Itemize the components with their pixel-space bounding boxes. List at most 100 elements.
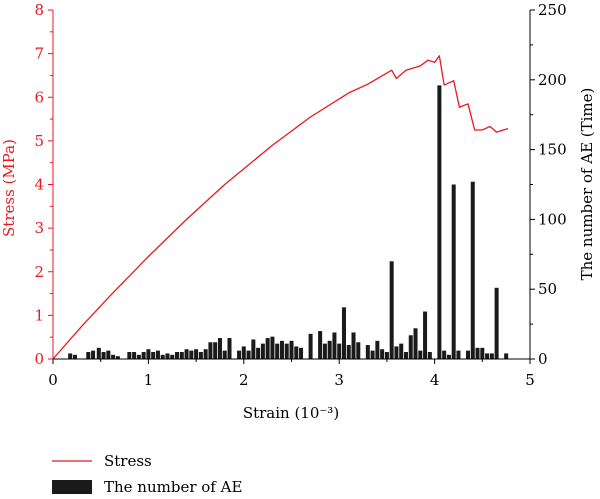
right-y-tick-label: 100 (538, 210, 567, 228)
ae-bar (222, 350, 227, 359)
ae-bar (155, 350, 160, 359)
ae-bar (111, 354, 116, 359)
ae-bar (399, 343, 404, 359)
ae-bar (175, 352, 180, 359)
ae-bar (270, 336, 275, 359)
ae-bar (256, 347, 261, 359)
ae-bar (208, 342, 213, 359)
ae-bar (160, 354, 165, 359)
ae-bar (456, 350, 461, 359)
ae-bar (494, 287, 499, 359)
ae-bar (418, 350, 423, 359)
left-y-tick-label: 5 (34, 132, 44, 150)
ae-bar (370, 350, 375, 359)
ae-bar (365, 345, 370, 359)
ae-bar (217, 338, 222, 359)
left-y-tick-label: 7 (34, 45, 44, 63)
x-tick-label: 0 (48, 371, 58, 389)
x-tick-label: 5 (525, 371, 535, 389)
ae-bar (485, 353, 490, 359)
right-y-tick-label: 150 (538, 141, 567, 159)
ae-bar (308, 333, 313, 359)
ae-bar (446, 354, 451, 359)
ae-bar (356, 342, 361, 359)
ae-bar (241, 346, 246, 359)
ae-bar (179, 352, 184, 359)
ae-bar (246, 350, 251, 359)
ae-bar (504, 353, 509, 359)
ae-bar (322, 343, 327, 359)
axes (48, 9, 535, 364)
ae-bar (141, 352, 146, 359)
legend: Stress The number of AE (52, 452, 242, 496)
ae-bar (318, 331, 323, 359)
ae-bar (465, 350, 470, 359)
ae-bar (284, 343, 289, 359)
ae-bar (237, 350, 242, 359)
ae-bar (96, 347, 101, 359)
ae-bar (384, 352, 389, 359)
ae-bar (289, 340, 294, 359)
ae-bar (86, 352, 91, 359)
left-y-tick-label: 0 (34, 350, 44, 368)
right-y-tick-label: 0 (538, 350, 548, 368)
ae-bar (72, 354, 77, 359)
left-y-tick-label: 2 (34, 263, 44, 281)
ae-bar (442, 350, 447, 359)
left-y-tick-label: 1 (34, 306, 44, 324)
legend-stress-label: Stress (104, 452, 152, 470)
ae-bar (213, 342, 218, 359)
ae-bar (423, 311, 428, 359)
ae-bar (275, 343, 280, 359)
x-tick-label: 1 (144, 371, 154, 389)
ae-bar (279, 340, 284, 359)
ae-bar (251, 339, 256, 359)
ae-bar (136, 354, 141, 359)
ae-bar (294, 346, 299, 359)
right-y-axis-label: The number of AE (Time) (578, 88, 596, 281)
ae-bar (265, 338, 270, 359)
legend-ae-swatch (52, 480, 92, 494)
x-axis-label: Strain (10⁻³) (243, 404, 339, 422)
right-y-tick-label: 200 (538, 71, 567, 89)
ae-bar (480, 347, 485, 359)
ae-bar (341, 307, 346, 359)
ae-bar (437, 85, 442, 359)
ae-bar (451, 184, 456, 359)
ae-bar (101, 352, 106, 359)
x-tick-label: 3 (334, 371, 344, 389)
ae-bar (151, 352, 156, 359)
stress-line (52, 55, 509, 360)
ae-bar (184, 349, 189, 359)
left-y-tick-label: 6 (34, 88, 44, 106)
ae-bar (470, 181, 475, 359)
stress-line-layer (52, 55, 509, 360)
ae-bar (189, 350, 194, 359)
ae-bar (146, 349, 151, 359)
x-tick-label: 4 (430, 371, 440, 389)
ae-bar (375, 340, 380, 359)
ae-bar (380, 349, 385, 359)
ae-bar (91, 350, 96, 359)
ae-bar (115, 356, 120, 359)
ae-bar (489, 353, 494, 359)
right-y-tick-label: 250 (538, 1, 567, 19)
left-y-tick-label: 8 (34, 1, 44, 19)
ae-bar (203, 349, 208, 359)
left-y-tick-label: 3 (34, 219, 44, 237)
ae-bar (351, 332, 356, 359)
ae-bar (332, 332, 337, 359)
ae-bar (68, 353, 73, 359)
ae-bar (394, 346, 399, 359)
ae-bar (327, 340, 332, 359)
ae-bars (68, 85, 509, 359)
ae-bar (389, 261, 394, 359)
left-y-tick-label: 4 (34, 176, 44, 194)
ae-bar (198, 352, 203, 359)
ae-bar (346, 345, 351, 359)
right-y-tick-label: 50 (538, 280, 557, 298)
ae-bar (475, 347, 480, 359)
